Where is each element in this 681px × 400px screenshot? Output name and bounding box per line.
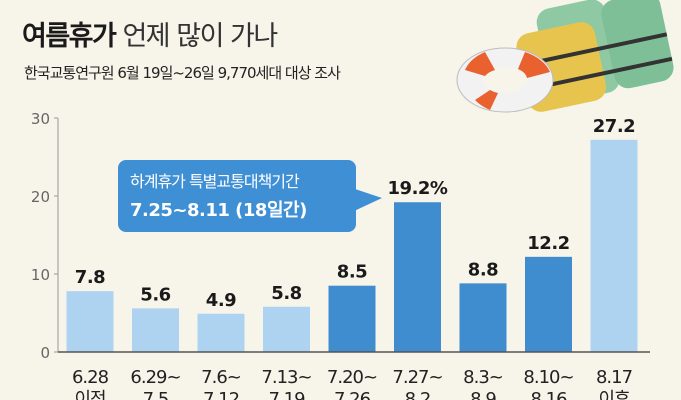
x-tick-label: 7.6~: [201, 367, 241, 388]
x-tick-label: 8.10~: [523, 367, 573, 388]
bar-value-label: 5.8: [271, 283, 301, 304]
bar-value-label: 8.8: [468, 259, 498, 280]
x-tick-label: 7.5: [143, 389, 169, 400]
y-tick-label: 10: [31, 266, 50, 284]
bar: [197, 313, 245, 352]
bar: [263, 306, 310, 352]
bar: [328, 285, 376, 352]
bar-value-label: 19.2%: [388, 178, 448, 199]
callout-box: 하계휴가 특별교통대책기간 7.25~8.11 (18일간): [118, 160, 382, 232]
bar: [66, 291, 114, 352]
x-tick-label: 8.3~: [463, 367, 503, 388]
chart-subtitle: 한국교통연구원 6월 19일~26일 9,770세대 대상 조사: [24, 64, 341, 82]
x-tick-label: 6.28: [72, 367, 109, 388]
chart-title: 여름휴가 언제 많이 가나: [22, 14, 278, 53]
callout-line1: 하계휴가 특별교통대책기간: [130, 172, 300, 191]
x-tick-label: 7.12: [203, 389, 239, 400]
bar-value-label: 7.8: [75, 267, 105, 288]
y-tick-label: 20: [31, 188, 50, 206]
y-tick-label: 0: [40, 344, 50, 362]
bar: [132, 308, 179, 352]
x-tick-label: 7.13~: [261, 367, 311, 388]
x-tick-label: 6.29~: [130, 367, 180, 388]
x-tick-label: 이전: [74, 389, 105, 400]
x-tick-label: 7.27~: [392, 367, 442, 388]
callout-line2: 7.25~8.11 (18일간): [130, 200, 307, 221]
x-tick-label: 7.19: [268, 389, 305, 400]
x-tick-label: 8.9: [470, 389, 496, 400]
bar-value-label: 12.2: [527, 233, 569, 254]
bar-value-label: 4.9: [206, 290, 236, 311]
bar: [525, 256, 572, 352]
title-light: 언제 많이 가나: [122, 21, 278, 52]
x-tick-label: 8.16: [530, 389, 567, 400]
bar-value-label: 27.2: [593, 116, 635, 137]
x-tick-label: 7.26: [334, 389, 371, 400]
y-tick-label: 30: [31, 110, 50, 128]
bar: [459, 283, 507, 352]
x-tick-label: 8.17: [596, 367, 632, 388]
x-tick-label: 8.2: [405, 389, 431, 400]
bar-value-label: 5.6: [140, 284, 170, 305]
x-tick-label: 7.20~: [327, 367, 377, 388]
life-jacket-illustration: [456, 0, 674, 113]
bar-value-label: 8.5: [337, 262, 367, 283]
bar: [394, 202, 441, 352]
title-bold: 여름휴가: [22, 21, 117, 52]
bar: [590, 139, 638, 352]
x-tick-label: 이후: [598, 389, 630, 400]
